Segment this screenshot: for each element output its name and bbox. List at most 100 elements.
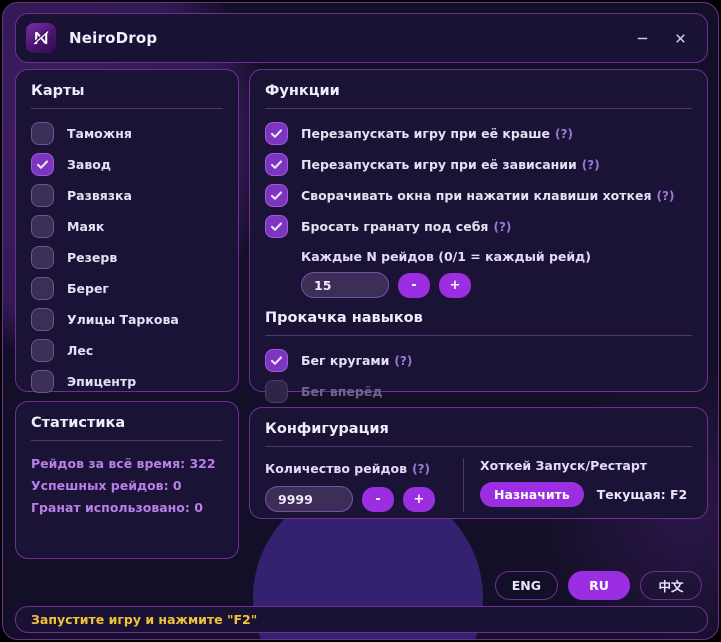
language-switcher: ENG RU 中文 bbox=[494, 571, 702, 600]
configuration-vertical-divider bbox=[463, 458, 464, 512]
help-icon[interactable]: (?) bbox=[394, 353, 413, 368]
checkbox-lighthouse[interactable] bbox=[31, 215, 54, 238]
checkbox-throw-grenade[interactable] bbox=[265, 215, 288, 238]
map-row-reserve[interactable]: Резерв bbox=[31, 242, 223, 273]
minimize-icon[interactable] bbox=[623, 21, 661, 55]
map-label: Улицы Таркова bbox=[67, 312, 179, 327]
checkbox-run-circles[interactable] bbox=[265, 349, 288, 372]
map-label: Резерв bbox=[67, 250, 118, 265]
status-message: Запустите игру и нажмите "F2" bbox=[31, 612, 258, 627]
neirodrop-logo-icon bbox=[26, 23, 56, 53]
skill-label: Бег вперёд bbox=[301, 384, 383, 399]
map-label: Таможня bbox=[67, 126, 132, 141]
function-row-throw-grenade[interactable]: Бросать гранату под себя (?) bbox=[265, 211, 692, 242]
stat-successful-raids: Успешных рейдов: 0 bbox=[31, 478, 182, 493]
help-icon[interactable]: (?) bbox=[581, 157, 600, 172]
raid-count-minus-button[interactable]: - bbox=[362, 486, 394, 512]
configuration-panel: Конфигурация Количество рейдов (?) - + Хо… bbox=[249, 407, 708, 519]
checkbox-streets[interactable] bbox=[31, 308, 54, 331]
function-label: Перезапускать игру при её зависании bbox=[301, 157, 577, 172]
hotkey-group: Хоткей Запуск/Рестарт Назначить Текущая:… bbox=[480, 458, 687, 512]
map-label: Развязка bbox=[67, 188, 132, 203]
language-button-zh[interactable]: 中文 bbox=[640, 571, 702, 600]
map-row-customs[interactable]: Таможня bbox=[31, 118, 223, 149]
help-icon[interactable]: (?) bbox=[493, 219, 512, 234]
function-label: Перезапускать игру при её краше bbox=[301, 126, 551, 141]
raid-count-label-row: Количество рейдов (?) bbox=[265, 458, 463, 477]
map-row-interchange[interactable]: Развязка bbox=[31, 180, 223, 211]
functions-list: Перезапускать игру при её краше (?) Пере… bbox=[265, 118, 692, 242]
function-row-restart-on-freeze[interactable]: Перезапускать игру при её зависании (?) bbox=[265, 149, 692, 180]
checkbox-customs[interactable] bbox=[31, 122, 54, 145]
maps-panel-divider bbox=[31, 108, 223, 109]
language-button-eng[interactable]: ENG bbox=[494, 571, 558, 600]
map-label: Маяк bbox=[67, 219, 105, 234]
function-row-minimize-windows[interactable]: Сворачивать окна при нажатии клавиши хот… bbox=[265, 180, 692, 211]
functions-panel-divider bbox=[265, 108, 692, 109]
maps-panel-title: Карты bbox=[31, 83, 85, 99]
hotkey-label: Хоткей Запуск/Рестарт bbox=[480, 458, 648, 473]
functions-panel: Функции Перезапускать игру при её краше … bbox=[249, 69, 708, 403]
function-label: Бросать гранату под себя bbox=[301, 219, 489, 234]
skills-section-divider bbox=[265, 335, 692, 336]
raids-every-input[interactable] bbox=[301, 272, 389, 298]
raids-every-plus-button[interactable]: + bbox=[439, 272, 471, 298]
function-row-restart-on-crash[interactable]: Перезапускать игру при её краше (?) bbox=[265, 118, 692, 149]
checkbox-woods[interactable] bbox=[31, 339, 54, 362]
maps-panel: Карты Таможня Завод bbox=[15, 69, 239, 393]
status-bar: Запустите игру и нажмите "F2" bbox=[15, 606, 708, 633]
map-row-shoreline[interactable]: Берег bbox=[31, 273, 223, 304]
raid-count-plus-button[interactable]: + bbox=[403, 486, 435, 512]
raid-count-input[interactable] bbox=[265, 486, 353, 512]
help-icon[interactable]: (?) bbox=[412, 462, 430, 476]
checkbox-reserve[interactable] bbox=[31, 246, 54, 269]
statistics-panel-title: Статистика bbox=[31, 415, 126, 431]
raids-every-minus-button[interactable]: - bbox=[398, 272, 430, 298]
skill-row-run-circles[interactable]: Бег кругами (?) bbox=[265, 345, 692, 376]
map-row-streets[interactable]: Улицы Таркова bbox=[31, 304, 223, 335]
configuration-panel-divider bbox=[265, 446, 692, 447]
app-title: NeiroDrop bbox=[69, 29, 158, 47]
map-row-woods[interactable]: Лес bbox=[31, 335, 223, 366]
map-label: Эпицентр bbox=[67, 374, 137, 389]
map-label: Берег bbox=[67, 281, 109, 296]
checkbox-restart-on-crash[interactable] bbox=[265, 122, 288, 145]
stat-total-raids: Рейдов за всё время: 322 bbox=[31, 456, 216, 471]
raids-every-label: Каждые N рейдов (0/1 = каждый рейд) bbox=[301, 249, 591, 264]
raid-count-stepper: - + bbox=[265, 486, 463, 512]
stat-grenades-used: Гранат использовано: 0 bbox=[31, 500, 203, 515]
checkbox-shoreline[interactable] bbox=[31, 277, 54, 300]
map-row-factory[interactable]: Завод bbox=[31, 149, 223, 180]
functions-panel-title: Функции bbox=[265, 83, 340, 99]
raid-count-label: Количество рейдов bbox=[265, 461, 408, 476]
close-icon[interactable] bbox=[661, 21, 699, 55]
hotkey-row: Назначить Текущая: F2 bbox=[480, 482, 687, 507]
assign-hotkey-button[interactable]: Назначить bbox=[480, 482, 584, 507]
map-label: Завод bbox=[67, 157, 111, 172]
current-hotkey-value: Текущая: F2 bbox=[596, 487, 688, 502]
skills-list: Бег кругами (?) Бег вперёд bbox=[265, 345, 692, 407]
checkbox-run-forward[interactable] bbox=[265, 380, 288, 403]
help-icon[interactable]: (?) bbox=[656, 188, 675, 203]
statistics-panel-divider bbox=[31, 440, 223, 441]
window-controls bbox=[623, 21, 699, 55]
skill-row-run-forward[interactable]: Бег вперёд bbox=[265, 376, 692, 407]
maps-list: Таможня Завод Развязка bbox=[31, 118, 223, 397]
configuration-panel-title: Конфигурация bbox=[265, 421, 389, 437]
checkbox-restart-on-freeze[interactable] bbox=[265, 153, 288, 176]
skills-section-title: Прокачка навыков bbox=[265, 310, 423, 326]
raid-count-group: Количество рейдов (?) - + bbox=[265, 458, 463, 512]
help-icon[interactable]: (?) bbox=[555, 126, 573, 141]
checkbox-factory[interactable] bbox=[31, 153, 54, 176]
checkbox-ground-zero[interactable] bbox=[31, 370, 54, 393]
map-row-ground-zero[interactable]: Эпицентр bbox=[31, 366, 223, 397]
checkbox-minimize-windows[interactable] bbox=[265, 184, 288, 207]
language-button-ru[interactable]: RU bbox=[568, 571, 630, 600]
title-bar: NeiroDrop bbox=[15, 13, 708, 63]
checkbox-interchange[interactable] bbox=[31, 184, 54, 207]
map-label: Лес bbox=[67, 343, 94, 358]
map-row-lighthouse[interactable]: Маяк bbox=[31, 211, 223, 242]
function-label: Сворачивать окна при нажатии клавиши хот… bbox=[301, 188, 652, 203]
statistics-panel: Статистика Рейдов за всё время: 322 Успе… bbox=[15, 401, 239, 559]
